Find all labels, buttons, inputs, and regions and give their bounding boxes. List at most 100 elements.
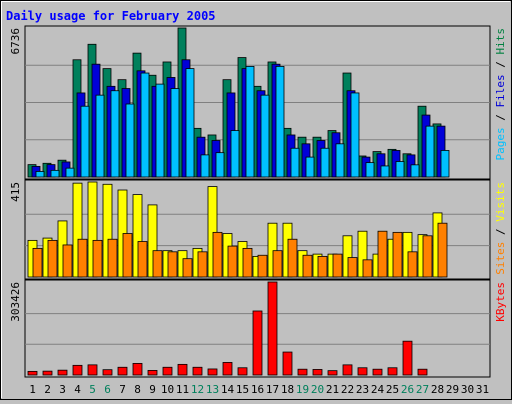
x-tick-label: 13 (206, 383, 219, 396)
x-tick-label: 8 (134, 383, 141, 396)
x-tick-label: 1 (29, 383, 36, 396)
bar-kbytes (327, 370, 338, 376)
bar-pages (80, 105, 90, 178)
bar-pages (125, 103, 135, 178)
bar-pages (95, 94, 105, 178)
x-tick-label: 17 (266, 383, 279, 396)
x-tick-label: 6 (104, 383, 111, 396)
bar-sites (92, 239, 103, 278)
x-tick-label: 25 (386, 383, 399, 396)
x-tick-label: 23 (356, 383, 369, 396)
x-tick-label: 4 (74, 383, 81, 396)
bar-pages (170, 88, 180, 178)
bar-sites (302, 254, 313, 278)
bar-kbytes (42, 370, 53, 376)
bar-sites (317, 255, 328, 278)
bar-pages (305, 156, 315, 178)
chart-title: Daily usage for February 2005 (6, 9, 216, 23)
x-tick-label: 19 (296, 383, 309, 396)
bar-sites (47, 239, 58, 278)
bar-sites (242, 247, 253, 278)
bar-pages (200, 154, 210, 178)
bar-sites (287, 238, 298, 278)
x-tick-label: 22 (341, 383, 354, 396)
legend-label: KBytes (494, 282, 507, 322)
bar-sites (332, 253, 343, 278)
bar-kbytes (267, 281, 278, 376)
legend-entry: / (494, 55, 507, 75)
bar-sites (32, 247, 43, 278)
bar-sites (437, 222, 448, 278)
bar-pages (35, 171, 45, 178)
bar-sites (182, 258, 193, 278)
bar-pages (410, 164, 420, 178)
bar-kbytes (297, 368, 308, 376)
bar-sites (227, 245, 238, 278)
bar-kbytes (387, 367, 398, 376)
legend-entry: KBytes (494, 282, 507, 322)
x-tick-label: 14 (221, 383, 235, 396)
bar-pages (215, 152, 225, 178)
bar-pages (425, 125, 435, 178)
x-tick-label: 30 (461, 383, 474, 396)
bar-pages (50, 169, 60, 178)
bar-sites (122, 233, 133, 278)
bar-sites (137, 241, 148, 278)
bar-visits (147, 204, 158, 278)
x-tick-label: 12 (191, 383, 204, 396)
bar-pages (320, 147, 330, 178)
bar-kbytes (222, 362, 233, 376)
x-tick-label: 20 (311, 383, 324, 396)
bar-pages (110, 90, 120, 178)
x-tick-label: 29 (446, 383, 459, 396)
bar-sites (167, 251, 178, 278)
x-tick-label: 18 (281, 383, 294, 396)
bar-kbytes (147, 370, 158, 376)
bar-visits (102, 183, 113, 278)
x-axis-labels: 1 2 3 4 5 6 7 8 9 10 11 12 13 14 15 16 17 18 19 20 21 22 23 24 2… (29, 383, 489, 396)
bar-kbytes (282, 351, 293, 376)
bar-sites (212, 231, 223, 278)
x-tick-label: 7 (119, 383, 126, 396)
x-tick-label: 5 (89, 383, 96, 396)
bar-kbytes (177, 363, 188, 376)
bar-pages (155, 83, 165, 178)
x-tick-label: 31 (476, 383, 489, 396)
bar-visits (342, 235, 353, 278)
bar-sites (62, 244, 73, 278)
panel-bottom: 303426 KBytes (9, 279, 507, 378)
bar-kbytes (252, 310, 263, 376)
panel-middle: 415 Sites / Visits (9, 179, 507, 280)
bar-sites (257, 254, 268, 278)
bar-kbytes (162, 366, 173, 376)
legend-label: Pages / Files / Hits (494, 28, 507, 161)
bar-sites (272, 250, 283, 278)
bar-visits (87, 181, 98, 278)
bar-pages (290, 147, 300, 178)
bar-kbytes (117, 366, 128, 376)
x-tick-label: 10 (161, 383, 174, 396)
legend-entry: Visits (494, 182, 507, 222)
bar-pages (260, 94, 270, 178)
bar-kbytes (72, 364, 83, 376)
bar-kbytes (57, 369, 68, 376)
legend-entry: Files (494, 74, 507, 107)
x-tick-label: 28 (431, 383, 444, 396)
bar-kbytes (342, 364, 353, 376)
bar-kbytes (87, 364, 98, 376)
bar-sites (77, 238, 88, 278)
legend-entry: / (494, 108, 507, 128)
bar-pages (275, 66, 285, 178)
bar-pages (65, 167, 75, 178)
y-max-label: 6736 (9, 28, 22, 55)
bar-sites (377, 230, 388, 278)
x-tick-label: 27 (416, 383, 429, 396)
bar-sites (197, 251, 208, 278)
bar-pages (245, 66, 255, 178)
bar-sites (347, 257, 358, 278)
bar-kbytes (417, 368, 428, 376)
bar-kbytes (357, 367, 368, 376)
bar-sites (152, 250, 163, 278)
bar-sites (107, 238, 118, 278)
